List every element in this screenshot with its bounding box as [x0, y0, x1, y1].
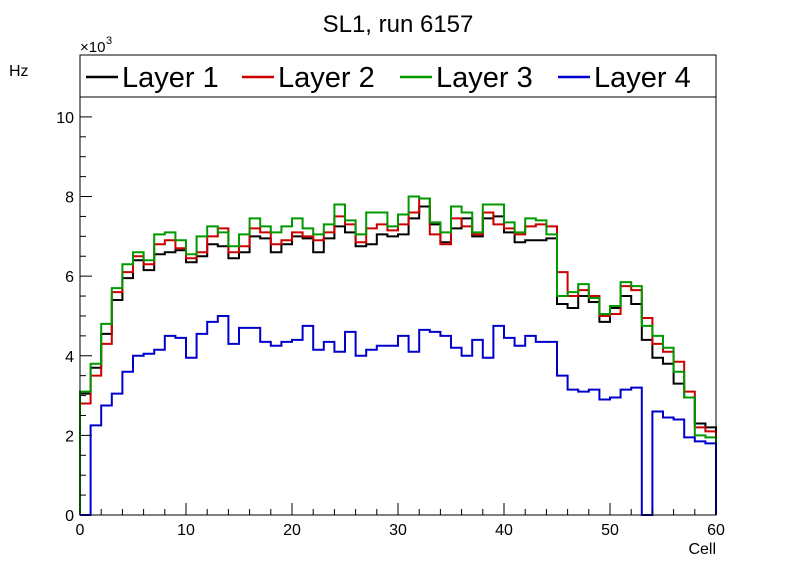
x-axis-label: Cell [688, 541, 716, 558]
y-tick-label: 10 [56, 110, 74, 127]
y-multiplier: ×10 3 [80, 35, 112, 56]
y-multiplier-exponent: 3 [106, 35, 112, 47]
series-layer [79, 195, 717, 516]
y-tick-label: 6 [65, 269, 74, 286]
y-tick-label: 0 [65, 508, 74, 525]
x-tick-label: 20 [283, 522, 301, 539]
y-tick-label: 2 [65, 428, 74, 445]
legend-label-layer-2: Layer 2 [278, 62, 375, 94]
y-tick-label: 4 [65, 349, 74, 366]
legend: Layer 1 Layer 2 Layer 3 Layer 4 [79, 54, 717, 98]
y-tick-label: 8 [65, 190, 74, 207]
series-line-layer-3 [79, 195, 717, 515]
legend-label-layer-4: Layer 4 [594, 62, 691, 94]
y-axis-label: Hz [9, 63, 29, 80]
legend-label-layer-1: Layer 1 [122, 62, 219, 94]
x-tick-label: 30 [389, 522, 407, 539]
x-tick-label: 40 [495, 522, 513, 539]
x-tick-label: 0 [76, 522, 85, 539]
x-tick-label: 10 [177, 522, 195, 539]
y-multiplier-base: ×10 [80, 39, 105, 56]
chart-title: SL1, run 6157 [323, 11, 474, 38]
legend-box [79, 54, 717, 98]
series-line-layer-4 [80, 314, 717, 516]
x-tick-label: 50 [601, 522, 619, 539]
legend-label-layer-3: Layer 3 [436, 62, 533, 94]
x-tick-label: 60 [707, 522, 725, 539]
